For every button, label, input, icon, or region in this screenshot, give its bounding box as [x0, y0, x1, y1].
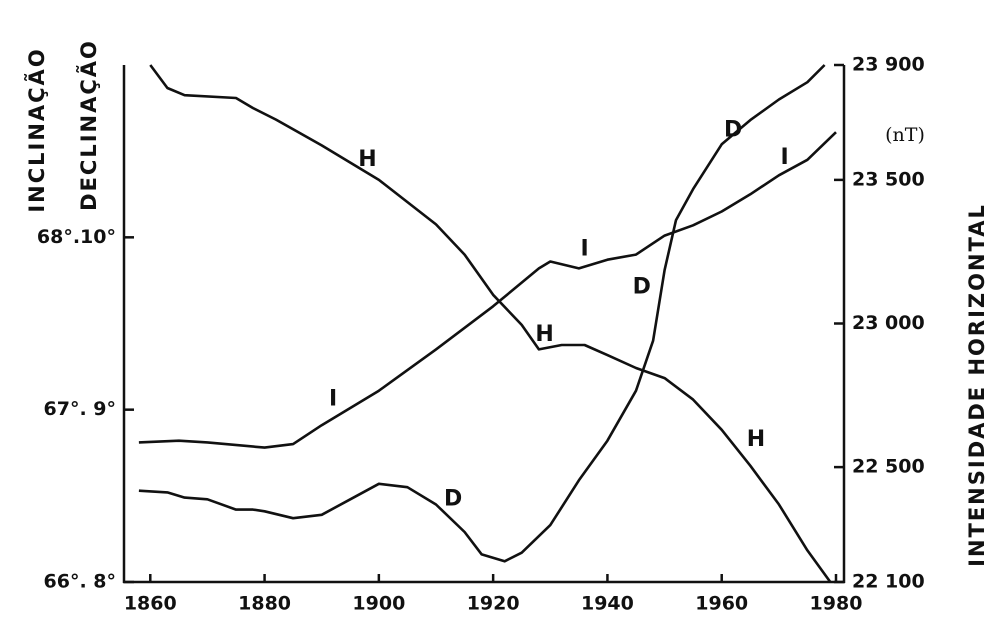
curve-label: H: [358, 147, 376, 172]
y2-axis-label: INTENSIDADE HORIZONTAL: [965, 203, 989, 567]
y2-tick-label: 23 500: [852, 168, 925, 190]
y2-tick-label: 23 000: [852, 312, 925, 334]
x-tick-label: 1980: [810, 593, 863, 615]
y-tick-label: 66°. 8°: [44, 571, 117, 593]
y2-tick-label: 22 100: [852, 571, 925, 593]
x-tick-label: 1940: [581, 593, 634, 615]
x-tick-label: 1960: [695, 593, 748, 615]
y2-unit: (nT): [885, 124, 925, 146]
yd-axis-label: DECLINAÇÃO: [76, 39, 101, 211]
curve-label: D: [633, 274, 651, 299]
y-tick-label: 67°. 9°: [44, 398, 117, 420]
y2-tick-label: 22 500: [852, 456, 925, 478]
curve-label: D: [444, 486, 462, 511]
y-tick-label: 68°.10°: [37, 226, 116, 248]
x-tick-label: 1900: [352, 593, 405, 615]
series-line: [149, 64, 832, 583]
y2-tick-label: 23 900: [852, 54, 925, 76]
curve-label: H: [535, 322, 553, 347]
curve-label: I: [580, 236, 588, 261]
curve-label: I: [780, 145, 788, 170]
curve-label: H: [747, 427, 765, 452]
series-line: [138, 64, 826, 563]
curve-label: I: [329, 386, 337, 411]
x-tick-label: 1860: [124, 593, 177, 615]
x-tick-label: 1920: [467, 593, 520, 615]
x-tick-label: 1880: [238, 593, 291, 615]
curve-label: D: [724, 117, 742, 142]
y-axis-label: INCLINAÇÃO: [24, 47, 49, 212]
series-line: [138, 131, 837, 449]
